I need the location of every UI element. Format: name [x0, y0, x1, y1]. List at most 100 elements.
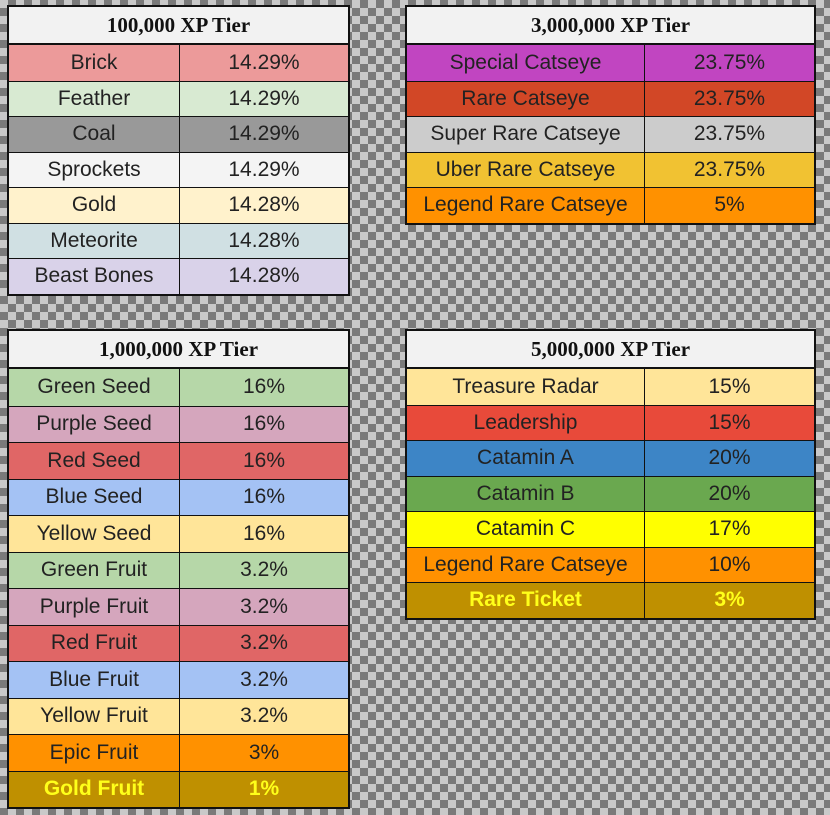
table-row: Epic Fruit 3% [9, 734, 348, 771]
item-chance: 14.29% [228, 50, 300, 74]
item-chance: 23.75% [693, 50, 766, 74]
tier-rows: Brick 14.29% Feather 14.29% Coal 14.29% Sprock… [9, 45, 348, 294]
item-chance: 10% [708, 552, 751, 576]
item-name: Uber Rare Catseye [407, 152, 645, 187]
table-row: Treasure Radar 15% [407, 369, 814, 405]
table-row: Yellow Seed 16% [9, 515, 348, 552]
table-row: Blue Fruit 3.2% [9, 661, 348, 698]
item-name: Leadership [407, 405, 645, 440]
item-chance: 16% [242, 521, 286, 545]
tier-rows: Green Seed 16% Purple Seed 16% Red Seed 16% Bl… [9, 369, 348, 807]
item-chance: 5% [714, 193, 745, 217]
table-row: Feather 14.29% [9, 80, 348, 116]
tier-title: 100,000 XP Tier [9, 7, 348, 45]
table-row: Meteorite 14.28% [9, 222, 348, 258]
item-name: Beast Bones [9, 259, 180, 294]
tier-table-1m: 1,000,000 XP Tier Green Seed 16% Purple Se… [7, 329, 350, 809]
item-chance: 3.2% [240, 558, 288, 582]
item-name: Special Catseye [407, 45, 645, 81]
item-name: Legend Rare Catseye [407, 547, 645, 582]
item-name: Blue Seed [9, 479, 180, 515]
table-row: Legend Rare Catseye 5% [407, 187, 814, 223]
item-name: Catamin C [407, 512, 645, 547]
item-chance: 3% [248, 740, 280, 764]
item-name: Brick [9, 45, 180, 81]
table-row: Coal 14.29% [9, 116, 348, 152]
item-name: Yellow Seed [9, 516, 180, 552]
table-row: Gold Fruit 1% [9, 770, 348, 807]
item-name: Feather [9, 81, 180, 116]
item-chance: 3% [714, 588, 745, 612]
item-chance: 3.2% [240, 631, 288, 655]
table-row: Uber Rare Catseye 23.75% [407, 151, 814, 187]
item-name: Purple Seed [9, 406, 180, 442]
item-chance: 1% [248, 777, 280, 801]
table-row: Catamin C 17% [407, 511, 814, 547]
table-row: Super Rare Catseye 23.75% [407, 116, 814, 152]
table-row: Catamin B 20% [407, 475, 814, 511]
item-name: Blue Fruit [9, 662, 180, 698]
item-chance: 3.2% [240, 594, 288, 618]
item-chance: 15% [708, 410, 751, 434]
item-chance: 3.2% [240, 667, 288, 691]
item-chance: 16% [242, 448, 286, 472]
table-row: Legend Rare Catseye 10% [407, 546, 814, 582]
item-chance: 23.75% [693, 86, 766, 110]
tier-table-5m: 5,000,000 XP Tier Treasure Radar 15% Leade… [405, 329, 816, 620]
item-chance: 16% [242, 412, 286, 436]
table-row: Special Catseye 23.75% [407, 45, 814, 81]
table-row: Green Seed 16% [9, 369, 348, 406]
item-name: Sprockets [9, 152, 180, 187]
item-chance: 3.2% [240, 704, 288, 728]
item-chance: 23.75% [693, 122, 766, 146]
table-row: Yellow Fruit 3.2% [9, 697, 348, 734]
item-name: Catamin B [407, 476, 645, 511]
item-chance: 14.29% [228, 122, 300, 146]
table-row: Purple Seed 16% [9, 405, 348, 442]
item-chance: 16% [242, 375, 286, 399]
item-chance: 15% [708, 374, 751, 398]
tier-rows: Treasure Radar 15% Leadership 15% Catamin A 2… [407, 369, 814, 618]
table-row: Gold 14.28% [9, 187, 348, 223]
item-name: Super Rare Catseye [407, 117, 645, 152]
item-name: Catamin A [407, 441, 645, 476]
item-chance: 20% [708, 446, 751, 470]
item-chance: 17% [708, 517, 751, 541]
item-name: Gold Fruit [9, 771, 180, 807]
tier-title: 5,000,000 XP Tier [407, 331, 814, 369]
item-name: Green Seed [9, 369, 180, 406]
table-row: Sprockets 14.29% [9, 151, 348, 187]
item-name: Rare Ticket [407, 583, 645, 618]
tier-table-3m: 3,000,000 XP Tier Special Catseye 23.75% R… [405, 5, 816, 225]
table-row: Brick 14.29% [9, 45, 348, 81]
table-row: Blue Seed 16% [9, 478, 348, 515]
item-name: Coal [9, 117, 180, 152]
tier-title: 1,000,000 XP Tier [9, 331, 348, 369]
item-chance: 20% [708, 481, 751, 505]
tier-table-100k: 100,000 XP Tier Brick 14.29% Feather 14.29%… [7, 5, 350, 296]
item-chance: 14.28% [228, 193, 300, 217]
item-name: Treasure Radar [407, 369, 645, 405]
item-chance: 14.28% [228, 264, 300, 288]
item-name: Rare Catseye [407, 81, 645, 116]
item-name: Meteorite [9, 223, 180, 258]
table-row: Green Fruit 3.2% [9, 551, 348, 588]
tier-title: 3,000,000 XP Tier [407, 7, 814, 45]
table-row: Rare Ticket 3% [407, 582, 814, 618]
item-name: Red Seed [9, 443, 180, 479]
item-name: Purple Fruit [9, 589, 180, 625]
table-row: Purple Fruit 3.2% [9, 588, 348, 625]
tier-rows: Special Catseye 23.75% Rare Catseye 23.75% S… [407, 45, 814, 223]
table-row: Beast Bones 14.28% [9, 258, 348, 294]
item-name: Epic Fruit [9, 735, 180, 771]
item-name: Yellow Fruit [9, 698, 180, 734]
item-chance: 23.75% [693, 157, 766, 181]
table-row: Red Seed 16% [9, 442, 348, 479]
table-row: Rare Catseye 23.75% [407, 80, 814, 116]
table-row: Catamin A 20% [407, 440, 814, 476]
item-chance: 14.29% [228, 157, 300, 181]
item-chance: 14.29% [228, 86, 300, 110]
item-name: Legend Rare Catseye [407, 188, 645, 223]
table-row: Leadership 15% [407, 404, 814, 440]
item-name: Gold [9, 188, 180, 223]
